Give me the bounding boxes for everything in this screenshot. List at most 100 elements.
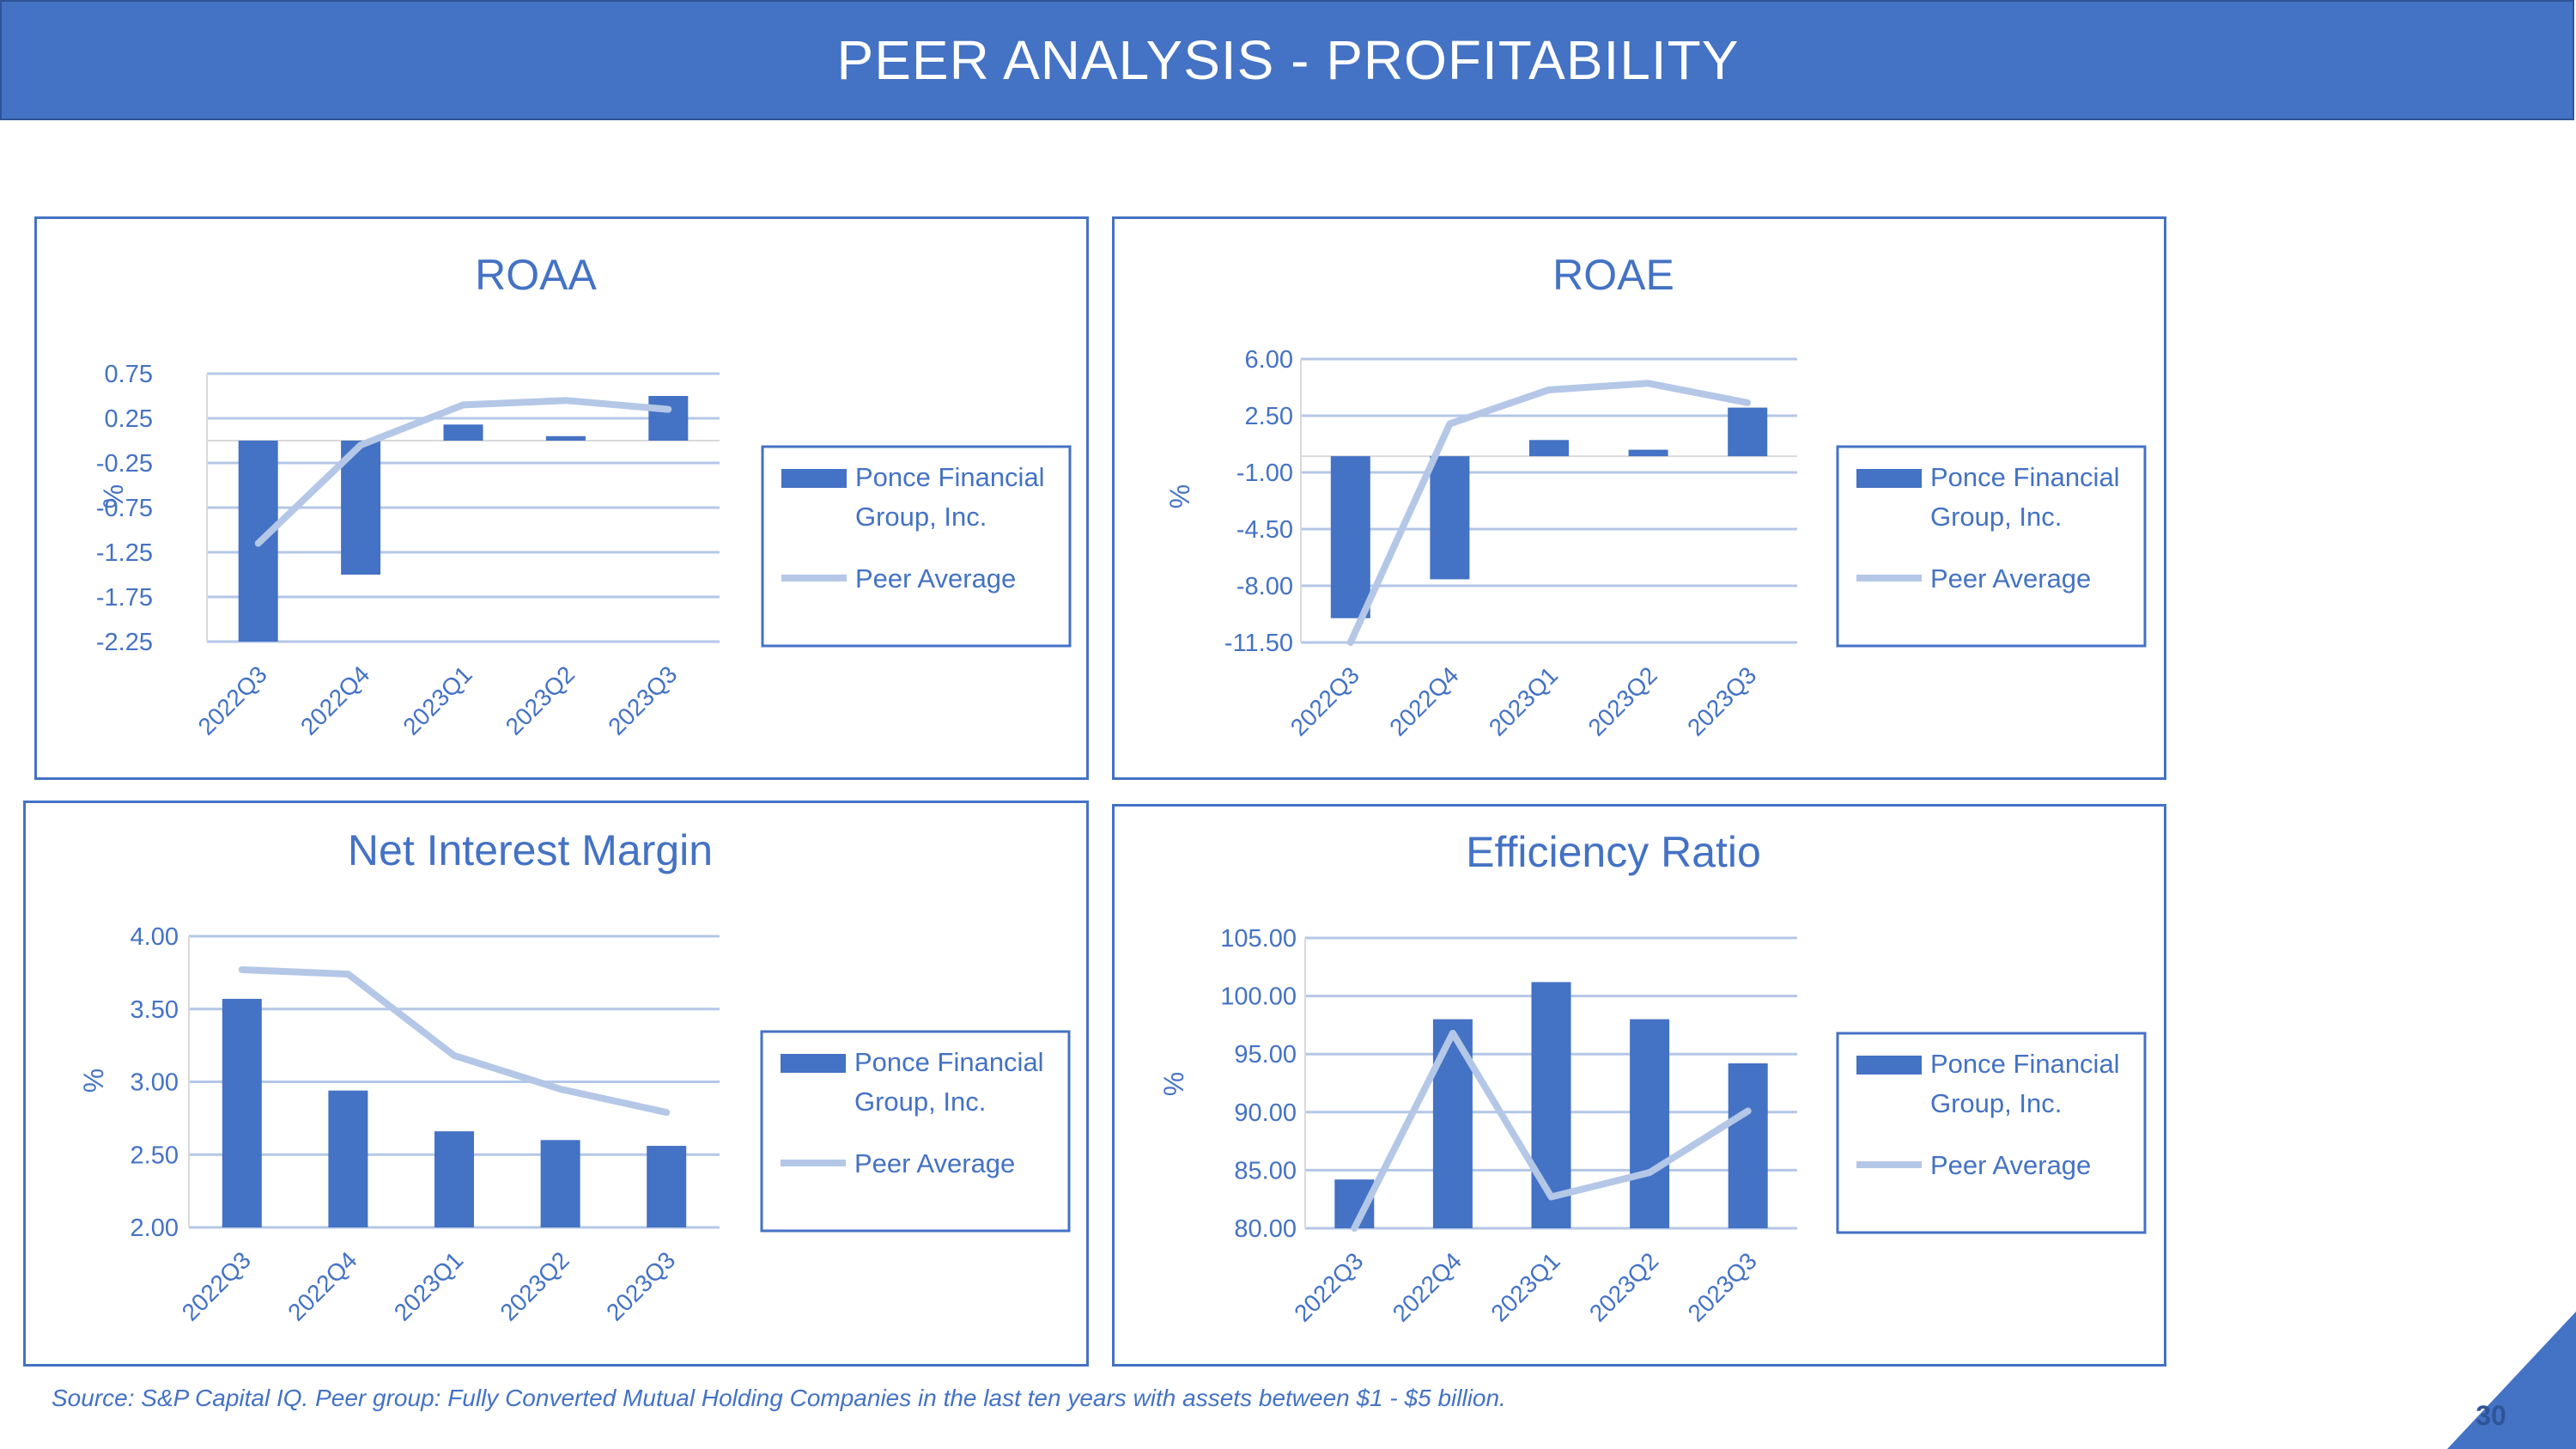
bar-2023Q2 [545, 435, 586, 441]
title-banner [0, 0, 2574, 120]
legend-label-ponce: Ponce Financial [1930, 1049, 2120, 1079]
x-tick-label: 2022Q4 [283, 1246, 361, 1325]
peer-average-point-2023Q1 [1548, 389, 1550, 391]
y-tick-label: -8.00 [1236, 573, 1293, 600]
legend-label-ponce: Ponce Financial [855, 462, 1045, 492]
peer-average-point-2023Q2 [1648, 382, 1649, 384]
nim-chart-panel: Net Interest Margin 4.00 3.50 3.00 2.50 2.00%… [23, 801, 1089, 1367]
legend-label-ponce-cont: Group, Inc. [854, 1087, 986, 1117]
y-tick-label: -1.25 [96, 539, 153, 567]
y-axis-label: % [1158, 1072, 1189, 1096]
legend-label-peer: Peer Average [1930, 1150, 2091, 1180]
y-tick-label: 0.25 [105, 405, 153, 433]
peer-average-point-2023Q1 [453, 1055, 455, 1056]
chart-title: Efficiency Ratio [1466, 828, 1761, 876]
legend-swatch-bar [781, 469, 847, 488]
bar-2023Q2 [1630, 1019, 1670, 1228]
x-tick-label: 2023Q1 [1485, 1247, 1564, 1326]
source-note: Source: S&P Capital IQ. Peer group: Full… [52, 1385, 1506, 1411]
legend-label-peer: Peer Average [855, 563, 1016, 594]
y-tick-label: 95.00 [1234, 1041, 1297, 1068]
x-tick-label: 2023Q1 [1484, 661, 1563, 740]
legend-label-peer: Peer Average [854, 1148, 1015, 1178]
x-tick-label: 2023Q3 [1683, 1247, 1762, 1326]
x-tick-label: 2022Q4 [1388, 1247, 1467, 1326]
y-tick-label: -11.50 [1224, 630, 1293, 657]
peer-average-point-2022Q4 [1452, 1032, 1454, 1034]
x-tick-label: 2023Q2 [1584, 1247, 1663, 1326]
legend-label-ponce: Ponce Financial [854, 1047, 1044, 1077]
x-tick-label: 2022Q3 [1285, 661, 1364, 740]
legend-label-ponce: Ponce Financial [1930, 462, 2120, 492]
peer-average-point-2022Q4 [1449, 423, 1450, 424]
bar-2023Q1 [1529, 440, 1569, 457]
roae-chart-svg: ROAE 6.00 2.50 -1.00 -4.50 -8.00 -11.50% 2022Q3… [1164, 251, 2147, 741]
peer-average-point-2022Q3 [1350, 642, 1352, 643]
x-tick-label: 2023Q1 [398, 661, 477, 740]
x-tick-label: 2023Q2 [495, 1246, 574, 1325]
peer-average-point-2022Q3 [241, 969, 243, 971]
bar-2023Q1 [1531, 982, 1571, 1228]
y-tick-label: 4.00 [131, 923, 179, 951]
efficiency-chart-panel: Efficiency Ratio 105.00 100.00 95.00 90.00 85… [1112, 804, 2166, 1367]
efficiency-chart-svg: Efficiency Ratio 105.00 100.00 95.00 90.00 85… [1158, 828, 2147, 1327]
y-axis-label: % [98, 484, 129, 508]
legend-label-ponce-cont: Group, Inc. [1930, 1088, 2062, 1118]
y-tick-label: 3.50 [131, 996, 179, 1024]
nim-chart-svg: Net Interest Margin 4.00 3.50 3.00 2.50 2.00%… [78, 826, 1071, 1326]
page-title: PEER ANALYSIS - PROFITABILITY [836, 29, 1740, 91]
legend-swatch-bar [1856, 469, 1922, 488]
y-axis-label: % [1164, 484, 1195, 508]
roaa-chart-panel: ROAA 0.75 0.25 -0.25 -0.75 -1.25 -1.75 -2.25% 20… [34, 216, 1089, 780]
peer-average-point-2023Q2 [560, 1088, 562, 1090]
bar-2022Q4 [341, 441, 381, 575]
peer-average-point-2023Q3 [1747, 402, 1748, 404]
peer-average-point-2023Q1 [1551, 1196, 1552, 1197]
legend-label-ponce-cont: Group, Inc. [855, 502, 987, 532]
y-tick-label: 2.50 [1245, 403, 1293, 430]
bar-2023Q3 [648, 396, 689, 441]
x-tick-label: 2022Q4 [295, 661, 374, 740]
y-tick-label: 80.00 [1234, 1215, 1297, 1243]
x-tick-label: 2023Q2 [501, 661, 580, 740]
y-tick-label: -1.75 [96, 584, 153, 612]
y-tick-label: 3.00 [131, 1069, 179, 1097]
y-tick-label: -2.25 [96, 629, 153, 656]
peer-average-point-2023Q2 [565, 399, 567, 401]
chart-title: ROAE [1552, 251, 1674, 299]
y-tick-label: 105.00 [1220, 925, 1297, 953]
bar-2023Q3 [1728, 1063, 1768, 1228]
legend-label-peer: Peer Average [1930, 563, 2091, 594]
y-tick-label: -1.00 [1236, 460, 1293, 487]
peer-average-point-2023Q3 [667, 409, 669, 411]
bar-2022Q3 [1330, 456, 1370, 618]
x-tick-label: 2022Q3 [1289, 1247, 1368, 1326]
bar-2023Q1 [443, 424, 483, 441]
peer-average-line [1346, 380, 1752, 646]
y-tick-label: 2.50 [131, 1142, 179, 1169]
chart-title: Net Interest Margin [348, 826, 713, 874]
peer-average-line [254, 397, 672, 547]
x-tick-label: 2023Q3 [603, 661, 682, 740]
bar-2022Q4 [1430, 456, 1470, 580]
legend-box [1836, 445, 2147, 648]
bar-2023Q3 [1728, 407, 1768, 457]
x-tick-label: 2023Q2 [1583, 661, 1662, 740]
y-tick-label: -0.75 [96, 495, 153, 522]
peer-average-point-2022Q4 [347, 973, 349, 975]
chart-title: ROAA [475, 251, 597, 299]
x-tick-label: 2022Q3 [177, 1246, 256, 1325]
page-corner-triangle [2447, 1312, 2576, 1449]
bar-2023Q1 [434, 1131, 474, 1227]
y-tick-label: 6.00 [1245, 346, 1293, 374]
peer-average-line [238, 965, 671, 1117]
y-tick-label: 100.00 [1220, 983, 1297, 1011]
x-tick-label: 2022Q4 [1384, 661, 1463, 740]
legend-label-ponce-cont: Group, Inc. [1930, 502, 2062, 532]
peer-average-point-2023Q3 [665, 1111, 667, 1113]
page-number: 30 [2476, 1400, 2506, 1431]
y-tick-label: 85.00 [1234, 1157, 1297, 1184]
peer-average-point-2023Q2 [1649, 1172, 1650, 1173]
x-tick-label: 2023Q3 [601, 1246, 680, 1325]
bar-2023Q2 [1628, 449, 1668, 457]
